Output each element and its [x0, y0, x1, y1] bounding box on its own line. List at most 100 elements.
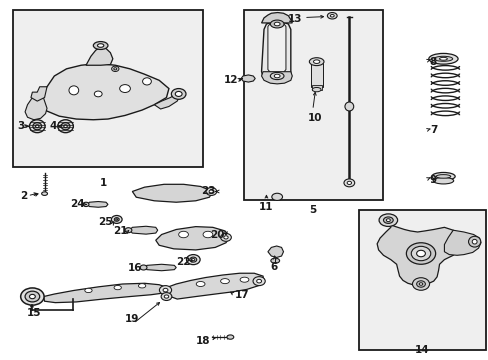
Ellipse shape [220, 233, 231, 241]
Ellipse shape [114, 68, 117, 70]
Ellipse shape [270, 20, 284, 28]
Polygon shape [129, 226, 158, 234]
Text: 3: 3 [17, 121, 24, 131]
Ellipse shape [418, 283, 422, 285]
Ellipse shape [186, 255, 200, 265]
Ellipse shape [327, 13, 336, 19]
Text: 23: 23 [201, 186, 215, 197]
Ellipse shape [83, 202, 89, 207]
Ellipse shape [111, 66, 119, 72]
Ellipse shape [312, 87, 321, 92]
Ellipse shape [383, 217, 392, 224]
Ellipse shape [224, 236, 228, 239]
Polygon shape [156, 226, 229, 250]
Ellipse shape [309, 58, 324, 66]
Ellipse shape [439, 57, 447, 60]
Text: 1: 1 [99, 178, 106, 188]
Ellipse shape [93, 41, 108, 49]
Ellipse shape [270, 72, 284, 80]
Ellipse shape [191, 258, 194, 261]
Ellipse shape [114, 218, 119, 221]
Ellipse shape [330, 14, 333, 17]
Text: 9: 9 [429, 175, 436, 185]
Ellipse shape [271, 193, 282, 201]
Ellipse shape [29, 120, 45, 133]
Text: 14: 14 [414, 345, 429, 355]
Ellipse shape [256, 279, 261, 283]
Text: 5: 5 [308, 205, 316, 215]
Ellipse shape [431, 172, 454, 180]
Text: 7: 7 [429, 125, 436, 135]
Ellipse shape [125, 228, 132, 233]
Text: 12: 12 [224, 75, 238, 85]
Bar [310, 63, 323, 87]
Polygon shape [31, 87, 47, 101]
Ellipse shape [33, 123, 41, 130]
Ellipse shape [433, 56, 452, 61]
Ellipse shape [164, 295, 168, 298]
Ellipse shape [61, 123, 70, 130]
Ellipse shape [226, 335, 233, 339]
Ellipse shape [270, 258, 279, 263]
Ellipse shape [171, 89, 185, 99]
Ellipse shape [138, 284, 145, 288]
Ellipse shape [84, 288, 92, 293]
Polygon shape [261, 22, 290, 80]
Ellipse shape [416, 281, 425, 287]
Ellipse shape [161, 293, 171, 301]
Ellipse shape [209, 190, 213, 193]
Ellipse shape [344, 102, 353, 111]
Ellipse shape [346, 181, 351, 184]
Text: 17: 17 [234, 291, 249, 301]
Text: 4: 4 [49, 121, 57, 131]
Polygon shape [43, 283, 167, 303]
Ellipse shape [29, 294, 35, 299]
Ellipse shape [412, 278, 428, 290]
Text: 11: 11 [259, 202, 273, 212]
Ellipse shape [41, 192, 47, 195]
Bar [312, 85, 321, 90]
Ellipse shape [468, 236, 480, 247]
Ellipse shape [432, 177, 453, 184]
Ellipse shape [220, 279, 229, 284]
Ellipse shape [240, 277, 248, 282]
Ellipse shape [471, 239, 476, 244]
Text: 22: 22 [176, 257, 190, 267]
Text: 6: 6 [269, 262, 277, 272]
Ellipse shape [25, 291, 40, 302]
Ellipse shape [203, 231, 212, 238]
Text: 16: 16 [127, 263, 142, 273]
Polygon shape [261, 72, 292, 84]
Text: 24: 24 [70, 199, 85, 210]
Text: 10: 10 [307, 113, 322, 123]
Text: 8: 8 [429, 57, 436, 67]
Polygon shape [86, 47, 113, 65]
Polygon shape [241, 75, 255, 82]
Ellipse shape [386, 219, 389, 222]
Ellipse shape [205, 188, 216, 195]
Ellipse shape [69, 86, 79, 95]
Ellipse shape [116, 219, 118, 220]
Ellipse shape [378, 214, 397, 226]
Bar [244, 10, 383, 200]
Ellipse shape [252, 276, 264, 285]
Ellipse shape [313, 60, 319, 63]
Ellipse shape [178, 231, 188, 238]
Ellipse shape [428, 53, 457, 64]
Ellipse shape [159, 285, 171, 294]
Text: 18: 18 [196, 336, 210, 346]
Polygon shape [376, 225, 461, 285]
Ellipse shape [416, 250, 425, 257]
Text: 19: 19 [125, 314, 139, 324]
Text: 21: 21 [113, 226, 127, 236]
Polygon shape [132, 184, 212, 202]
Polygon shape [267, 22, 285, 73]
Ellipse shape [114, 285, 121, 290]
Polygon shape [261, 13, 292, 23]
Polygon shape [144, 264, 176, 271]
Polygon shape [37, 63, 168, 120]
Bar [358, 211, 485, 350]
Polygon shape [267, 246, 283, 257]
Ellipse shape [189, 257, 196, 262]
Ellipse shape [274, 74, 280, 78]
